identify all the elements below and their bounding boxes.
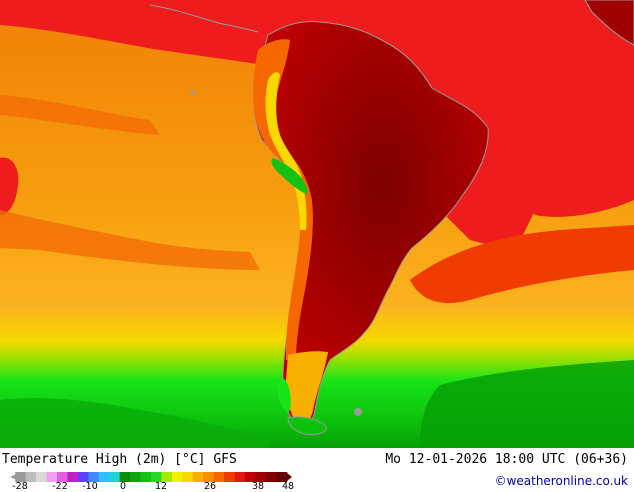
scale-tick-label: 38	[251, 481, 265, 492]
patagonia-green	[276, 377, 291, 413]
color-scale-ticks: -28 -22 -10 0 12 26 38 48	[0, 482, 300, 492]
galapagos	[191, 90, 195, 94]
color-scale	[10, 472, 292, 482]
scale-swatch	[192, 472, 204, 482]
pacific-darker-band	[0, 95, 160, 135]
scale-tick-label: 48	[281, 481, 295, 492]
scale-swatch	[213, 472, 225, 482]
scale-tick-label: -10	[82, 481, 98, 492]
atlantic-red-zone	[480, 114, 634, 217]
scale-swatch	[245, 472, 256, 482]
scale-arrow-right	[285, 472, 292, 482]
falkland-islands	[354, 408, 362, 416]
map-footer: Temperature High (2m) [°C] GFS Mo 12-01-…	[0, 448, 634, 492]
central-america-coast	[149, 4, 259, 33]
copyright-link[interactable]: ©weatheronline.co.uk	[494, 474, 628, 488]
scale-swatch	[171, 472, 183, 482]
scale-swatch	[98, 472, 110, 482]
atlantic-red-lower	[410, 225, 634, 304]
scale-swatch	[57, 472, 68, 482]
patagonia-orange	[286, 351, 328, 426]
scale-swatch	[234, 472, 246, 482]
scale-swatch	[255, 472, 267, 482]
scale-tick-label: 12	[154, 481, 168, 492]
andes-green	[271, 158, 308, 194]
tierra-del-fuego	[287, 416, 327, 435]
scale-swatch	[15, 472, 27, 482]
temperature-map	[0, 0, 634, 448]
scale-tick-label: 0	[119, 481, 127, 492]
scale-swatch	[265, 472, 277, 482]
run-time: Mo 12-01-2026 18:00 UTC (06+36)	[385, 452, 628, 467]
andes-yellow	[265, 72, 307, 230]
scale-swatch	[119, 472, 131, 482]
scale-swatch	[182, 472, 194, 482]
scale-tick-label: -28	[12, 481, 28, 492]
south-green-left	[0, 398, 270, 448]
scale-swatch	[224, 472, 236, 482]
west-red-patch	[0, 157, 19, 215]
north-red-zone	[0, 0, 634, 250]
scale-swatch	[140, 472, 152, 482]
scale-swatch	[77, 472, 89, 482]
scale-swatch	[109, 472, 121, 482]
scale-swatch	[88, 472, 100, 482]
scale-swatch	[25, 472, 37, 482]
scale-swatch	[130, 472, 142, 482]
scale-swatch	[203, 472, 215, 482]
scale-tick-label: -22	[52, 481, 68, 492]
scale-swatch	[151, 472, 162, 482]
scale-tick-label: 26	[203, 481, 217, 492]
scale-swatch	[161, 472, 173, 482]
south-green-dark	[420, 360, 634, 448]
scale-swatch	[46, 472, 58, 482]
scale-swatch	[276, 472, 288, 482]
scale-swatch	[36, 472, 48, 482]
map-title: Temperature High (2m) [°C] GFS	[2, 452, 237, 467]
pacific-dark-orange	[0, 210, 260, 270]
scale-swatch	[67, 472, 79, 482]
